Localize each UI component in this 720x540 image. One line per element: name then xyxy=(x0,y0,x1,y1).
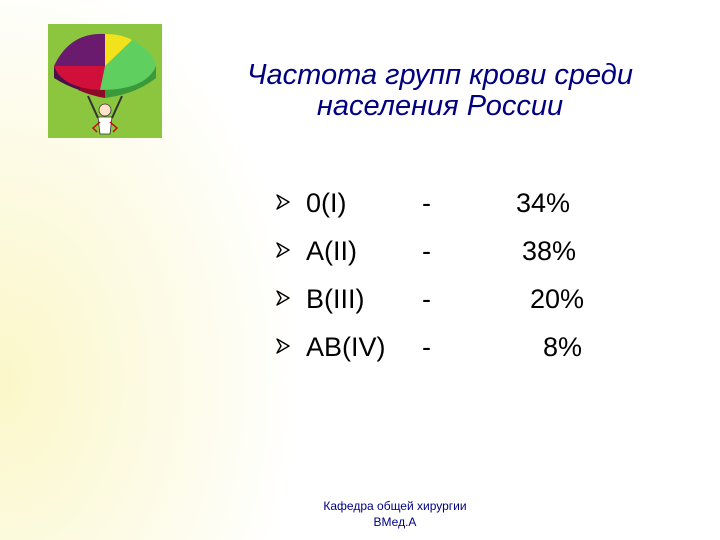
title-line-2: населения России xyxy=(316,90,564,122)
dash-separator: - xyxy=(422,236,431,266)
title-line-1: Частота групп крови среди xyxy=(247,59,633,91)
blood-group-label: AB(IV) xyxy=(306,332,386,362)
blood-group-label: B(III) xyxy=(306,284,365,314)
pie-chart-figure-icon xyxy=(48,24,162,138)
blood-group-list: 0(I) - 34% A(II) - 38% B(III) - 20% AB(I… xyxy=(0,188,720,380)
blood-group-label: 0(I) xyxy=(306,188,347,218)
frequency-percent: 8% xyxy=(542,332,582,362)
list-item: B(III) - 20% xyxy=(0,284,720,332)
dash-separator: - xyxy=(422,284,431,314)
frequency-percent: 20% xyxy=(529,284,584,314)
dash-separator: - xyxy=(422,188,431,218)
list-item: 0(I) - 34% xyxy=(0,188,720,236)
footer-line-1: Кафедра общей хирургии xyxy=(323,499,467,513)
footer-line-2: ВМед.А xyxy=(373,515,417,529)
arrowhead-bullet-icon xyxy=(276,338,290,354)
slide-title: Частота групп крови среди населения Росс… xyxy=(190,60,690,122)
frequency-percent: 38% xyxy=(521,236,576,266)
arrowhead-bullet-icon xyxy=(276,290,290,306)
blood-group-label: A(II) xyxy=(306,236,357,266)
arrowhead-bullet-icon xyxy=(276,194,290,210)
list-item: AB(IV) - 8% xyxy=(0,332,720,380)
list-item: A(II) - 38% xyxy=(0,236,720,284)
dash-separator: - xyxy=(422,332,431,362)
arrowhead-bullet-icon xyxy=(276,242,290,258)
slide-footer: Кафедра общей хирургии ВМед.А xyxy=(290,498,500,530)
frequency-percent: 34% xyxy=(515,188,570,218)
